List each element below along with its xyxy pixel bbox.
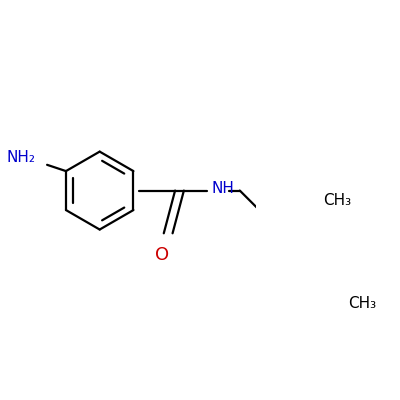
Text: NH: NH (212, 180, 234, 196)
Text: NH₂: NH₂ (7, 150, 36, 165)
Text: CH₃: CH₃ (348, 296, 376, 311)
Text: CH₃: CH₃ (323, 193, 351, 208)
Text: O: O (156, 246, 170, 264)
